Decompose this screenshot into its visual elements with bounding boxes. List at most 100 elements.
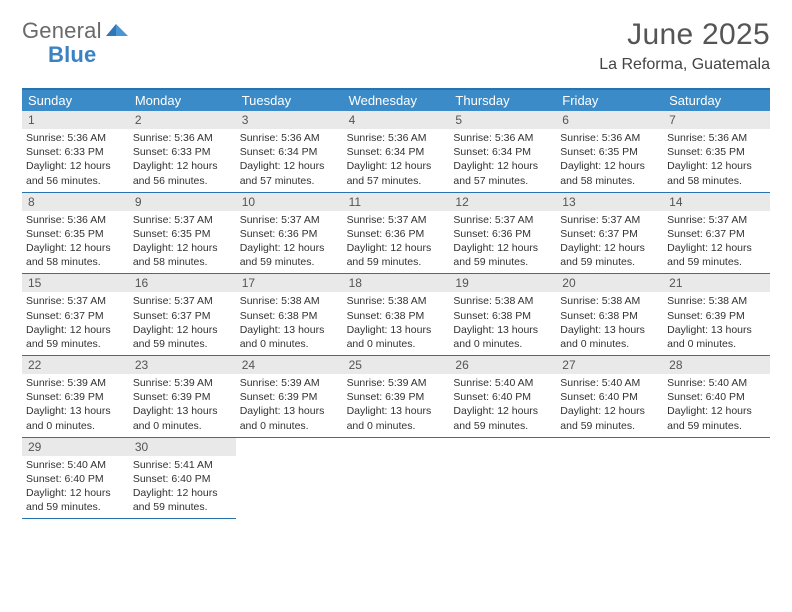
dow-header: Tuesday — [236, 90, 343, 111]
daylight-line: Daylight: 12 hours and 59 minutes. — [560, 404, 659, 432]
day-info: Sunrise: 5:37 AMSunset: 6:35 PMDaylight:… — [129, 211, 236, 270]
sunrise-line: Sunrise: 5:36 AM — [667, 131, 766, 145]
location-label: La Reforma, Guatemala — [599, 56, 770, 74]
sunset-line: Sunset: 6:33 PM — [26, 145, 125, 159]
day-number: 3 — [236, 111, 343, 129]
day-info: Sunrise: 5:40 AMSunset: 6:40 PMDaylight:… — [556, 374, 663, 433]
daylight-line: Daylight: 13 hours and 0 minutes. — [667, 323, 766, 351]
sunset-line: Sunset: 6:39 PM — [347, 390, 446, 404]
day-info: Sunrise: 5:37 AMSunset: 6:36 PMDaylight:… — [236, 211, 343, 270]
sunrise-line: Sunrise: 5:40 AM — [560, 376, 659, 390]
sunset-line: Sunset: 6:39 PM — [133, 390, 232, 404]
dow-header: Monday — [129, 90, 236, 111]
day-number: 5 — [449, 111, 556, 129]
daylight-line: Daylight: 12 hours and 57 minutes. — [453, 159, 552, 187]
day-number: 30 — [129, 438, 236, 456]
dow-header: Friday — [556, 90, 663, 111]
sunrise-line: Sunrise: 5:37 AM — [26, 294, 125, 308]
day-cell: 16Sunrise: 5:37 AMSunset: 6:37 PMDayligh… — [129, 274, 236, 356]
day-number: 25 — [343, 356, 450, 374]
day-cell: 27Sunrise: 5:40 AMSunset: 6:40 PMDayligh… — [556, 356, 663, 438]
day-number: 7 — [663, 111, 770, 129]
daylight-line: Daylight: 13 hours and 0 minutes. — [453, 323, 552, 351]
dow-header: Thursday — [449, 90, 556, 111]
header: General June 2025 La Reforma, Guatemala — [22, 18, 770, 74]
day-info: Sunrise: 5:37 AMSunset: 6:37 PMDaylight:… — [556, 211, 663, 270]
day-cell: 13Sunrise: 5:37 AMSunset: 6:37 PMDayligh… — [556, 193, 663, 275]
day-cell: 4Sunrise: 5:36 AMSunset: 6:34 PMDaylight… — [343, 111, 450, 193]
logo-text-general: General — [22, 18, 102, 44]
sunset-line: Sunset: 6:34 PM — [453, 145, 552, 159]
day-cell: 1Sunrise: 5:36 AMSunset: 6:33 PMDaylight… — [22, 111, 129, 193]
sunrise-line: Sunrise: 5:40 AM — [26, 458, 125, 472]
day-info: Sunrise: 5:38 AMSunset: 6:38 PMDaylight:… — [449, 292, 556, 351]
daylight-line: Daylight: 12 hours and 59 minutes. — [240, 241, 339, 269]
day-info: Sunrise: 5:36 AMSunset: 6:35 PMDaylight:… — [22, 211, 129, 270]
sunset-line: Sunset: 6:40 PM — [133, 472, 232, 486]
day-number: 1 — [22, 111, 129, 129]
calendar-grid: SundayMondayTuesdayWednesdayThursdayFrid… — [22, 88, 770, 519]
day-info: Sunrise: 5:39 AMSunset: 6:39 PMDaylight:… — [129, 374, 236, 433]
day-info: Sunrise: 5:37 AMSunset: 6:36 PMDaylight:… — [343, 211, 450, 270]
day-cell: 24Sunrise: 5:39 AMSunset: 6:39 PMDayligh… — [236, 356, 343, 438]
day-cell: 21Sunrise: 5:38 AMSunset: 6:39 PMDayligh… — [663, 274, 770, 356]
sunrise-line: Sunrise: 5:38 AM — [667, 294, 766, 308]
day-info: Sunrise: 5:37 AMSunset: 6:36 PMDaylight:… — [449, 211, 556, 270]
day-info: Sunrise: 5:37 AMSunset: 6:37 PMDaylight:… — [22, 292, 129, 351]
day-number: 27 — [556, 356, 663, 374]
day-info: Sunrise: 5:38 AMSunset: 6:38 PMDaylight:… — [236, 292, 343, 351]
sunset-line: Sunset: 6:36 PM — [240, 227, 339, 241]
sunrise-line: Sunrise: 5:37 AM — [560, 213, 659, 227]
sunrise-line: Sunrise: 5:37 AM — [240, 213, 339, 227]
day-info: Sunrise: 5:36 AMSunset: 6:35 PMDaylight:… — [556, 129, 663, 188]
day-cell: 12Sunrise: 5:37 AMSunset: 6:36 PMDayligh… — [449, 193, 556, 275]
day-info: Sunrise: 5:36 AMSunset: 6:34 PMDaylight:… — [449, 129, 556, 188]
sunrise-line: Sunrise: 5:38 AM — [453, 294, 552, 308]
day-number: 13 — [556, 193, 663, 211]
sunset-line: Sunset: 6:34 PM — [347, 145, 446, 159]
sunrise-line: Sunrise: 5:38 AM — [240, 294, 339, 308]
day-number: 12 — [449, 193, 556, 211]
day-number: 16 — [129, 274, 236, 292]
day-cell: 6Sunrise: 5:36 AMSunset: 6:35 PMDaylight… — [556, 111, 663, 193]
sunset-line: Sunset: 6:36 PM — [453, 227, 552, 241]
logo: General — [22, 18, 132, 44]
sunset-line: Sunset: 6:33 PM — [133, 145, 232, 159]
daylight-line: Daylight: 12 hours and 57 minutes. — [347, 159, 446, 187]
daylight-line: Daylight: 12 hours and 59 minutes. — [347, 241, 446, 269]
dow-header: Wednesday — [343, 90, 450, 111]
day-info: Sunrise: 5:39 AMSunset: 6:39 PMDaylight:… — [22, 374, 129, 433]
sunset-line: Sunset: 6:37 PM — [133, 309, 232, 323]
sunrise-line: Sunrise: 5:36 AM — [560, 131, 659, 145]
day-cell: 26Sunrise: 5:40 AMSunset: 6:40 PMDayligh… — [449, 356, 556, 438]
logo-text-blue: Blue — [48, 42, 96, 68]
sunset-line: Sunset: 6:35 PM — [133, 227, 232, 241]
sunrise-line: Sunrise: 5:36 AM — [26, 213, 125, 227]
sunrise-line: Sunrise: 5:38 AM — [560, 294, 659, 308]
daylight-line: Daylight: 12 hours and 58 minutes. — [26, 241, 125, 269]
daylight-line: Daylight: 13 hours and 0 minutes. — [240, 323, 339, 351]
day-info: Sunrise: 5:36 AMSunset: 6:34 PMDaylight:… — [343, 129, 450, 188]
day-cell: 7Sunrise: 5:36 AMSunset: 6:35 PMDaylight… — [663, 111, 770, 193]
daylight-line: Daylight: 12 hours and 59 minutes. — [26, 486, 125, 514]
day-number: 19 — [449, 274, 556, 292]
day-number: 17 — [236, 274, 343, 292]
day-cell: 3Sunrise: 5:36 AMSunset: 6:34 PMDaylight… — [236, 111, 343, 193]
sunset-line: Sunset: 6:38 PM — [240, 309, 339, 323]
day-number: 10 — [236, 193, 343, 211]
empty-cell — [236, 438, 343, 520]
logo-mark-icon — [106, 20, 130, 43]
sunrise-line: Sunrise: 5:37 AM — [667, 213, 766, 227]
daylight-line: Daylight: 13 hours and 0 minutes. — [133, 404, 232, 432]
day-number: 15 — [22, 274, 129, 292]
empty-cell — [556, 438, 663, 520]
sunset-line: Sunset: 6:37 PM — [667, 227, 766, 241]
day-cell: 10Sunrise: 5:37 AMSunset: 6:36 PMDayligh… — [236, 193, 343, 275]
day-cell: 9Sunrise: 5:37 AMSunset: 6:35 PMDaylight… — [129, 193, 236, 275]
sunset-line: Sunset: 6:38 PM — [453, 309, 552, 323]
daylight-line: Daylight: 12 hours and 59 minutes. — [133, 486, 232, 514]
sunrise-line: Sunrise: 5:41 AM — [133, 458, 232, 472]
daylight-line: Daylight: 12 hours and 59 minutes. — [453, 241, 552, 269]
day-cell: 18Sunrise: 5:38 AMSunset: 6:38 PMDayligh… — [343, 274, 450, 356]
daylight-line: Daylight: 12 hours and 59 minutes. — [560, 241, 659, 269]
